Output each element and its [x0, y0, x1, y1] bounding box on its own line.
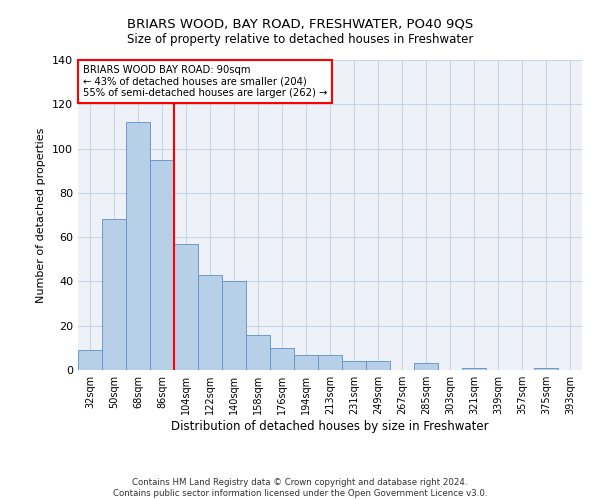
Bar	[150, 160, 174, 370]
Bar	[102, 220, 126, 370]
Y-axis label: Number of detached properties: Number of detached properties	[37, 128, 46, 302]
Bar	[534, 368, 558, 370]
Bar	[222, 282, 246, 370]
Bar	[246, 334, 270, 370]
Bar	[270, 348, 294, 370]
Bar	[198, 275, 222, 370]
Bar	[126, 122, 150, 370]
Bar	[78, 350, 102, 370]
Text: BRIARS WOOD, BAY ROAD, FRESHWATER, PO40 9QS: BRIARS WOOD, BAY ROAD, FRESHWATER, PO40 …	[127, 18, 473, 30]
Bar	[414, 364, 438, 370]
Bar	[174, 244, 198, 370]
Text: BRIARS WOOD BAY ROAD: 90sqm
← 43% of detached houses are smaller (204)
55% of se: BRIARS WOOD BAY ROAD: 90sqm ← 43% of det…	[83, 64, 328, 98]
Text: Size of property relative to detached houses in Freshwater: Size of property relative to detached ho…	[127, 32, 473, 46]
Bar	[462, 368, 486, 370]
Bar	[342, 361, 366, 370]
Text: Contains HM Land Registry data © Crown copyright and database right 2024.
Contai: Contains HM Land Registry data © Crown c…	[113, 478, 487, 498]
Bar	[366, 361, 390, 370]
X-axis label: Distribution of detached houses by size in Freshwater: Distribution of detached houses by size …	[171, 420, 489, 433]
Bar	[318, 354, 342, 370]
Bar	[294, 354, 318, 370]
